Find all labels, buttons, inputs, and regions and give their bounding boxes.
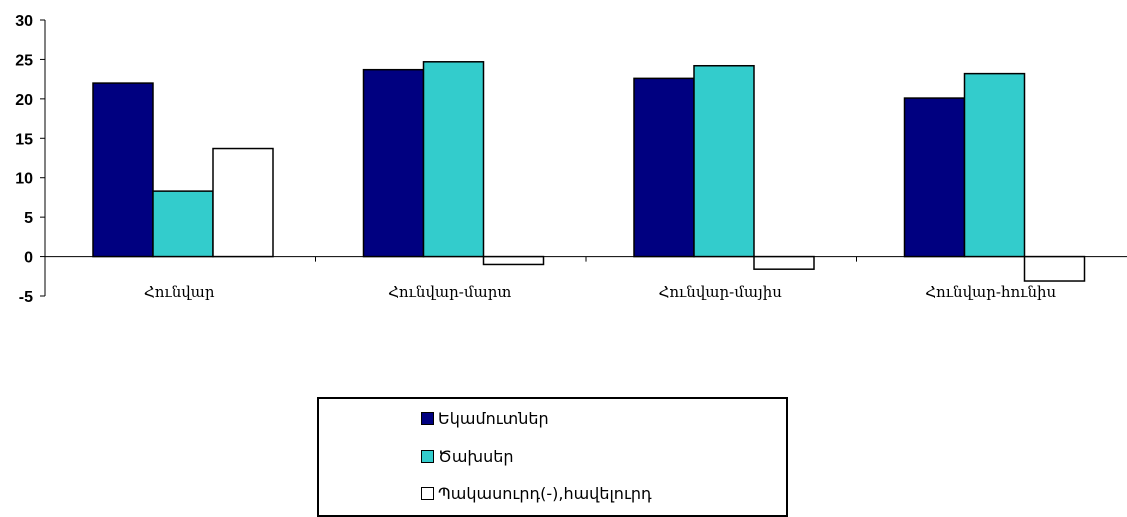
legend-swatch-deficit [421,486,434,500]
x-category-label: Հունվար-մայիս [659,283,783,301]
legend-label-income: Եկամուտներ [438,408,549,428]
y-tick-label: 15 [15,131,33,148]
bar-series-1-cat-3 [963,72,1026,258]
x-category-label: Հունվար-հունիս [925,283,1056,301]
y-tick-label: 30 [15,13,33,30]
x-axis: Հունվար Հունվար-մարտ Հունվար-մայիս Հունվար-… [45,256,1127,301]
bar-series-2-cat-1 [482,255,545,266]
y-tick-label: -5 [19,289,33,306]
legend: Եկամուտներ Ծախսեր Պակասուրդ(-),հավելուրդ [317,397,788,517]
y-tick-label: 5 [24,210,33,227]
y-axis: -5 0 5 10 15 20 25 30 [15,13,46,306]
legend-item-deficit: Պակասուրդ(-),հավելուրդ [421,481,652,505]
bar-series-0-cat-2 [633,77,695,258]
bar-series-0-cat-0 [92,82,154,258]
bar-series-2-cat-2 [753,255,815,270]
bar-series-2-cat-0 [212,147,274,258]
bar-series-0-cat-3 [903,97,966,258]
legend-label-deficit: Պակասուրդ(-),հավելուրդ [438,483,652,503]
legend-swatch-expenses [421,449,434,463]
bar-series-1-cat-0 [152,190,214,258]
bar-series-0-cat-1 [362,68,425,258]
bar-series-2-cat-3 [1023,255,1086,282]
y-tick-label: 20 [15,92,33,109]
bars [92,61,1086,282]
bar-series-1-cat-1 [422,61,485,258]
legend-item-income: Եկամուտներ [421,406,549,430]
legend-item-expenses: Ծախսեր [421,444,514,468]
legend-label-expenses: Ծախսեր [438,446,514,466]
x-category-label: Հունվար-մարտ [388,283,511,301]
bar-series-1-cat-2 [693,64,755,258]
y-tick-label: 0 [24,250,33,267]
y-tick-label: 25 [15,52,33,69]
y-tick-label: 10 [15,171,33,188]
legend-swatch-income [421,411,434,425]
x-category-label: Հունվար [144,283,215,301]
